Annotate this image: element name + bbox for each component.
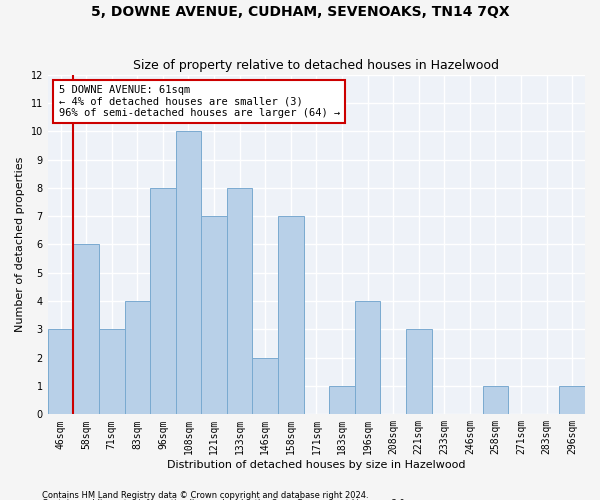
Text: Contains HM Land Registry data © Crown copyright and database right 2024.: Contains HM Land Registry data © Crown c… — [42, 490, 368, 500]
Bar — [253, 358, 278, 414]
Title: Size of property relative to detached houses in Hazelwood: Size of property relative to detached ho… — [133, 59, 499, 72]
Y-axis label: Number of detached properties: Number of detached properties — [15, 157, 25, 332]
Bar — [99, 330, 125, 414]
Bar — [201, 216, 227, 414]
X-axis label: Distribution of detached houses by size in Hazelwood: Distribution of detached houses by size … — [167, 460, 466, 470]
Bar — [227, 188, 253, 414]
Text: 5, DOWNE AVENUE, CUDHAM, SEVENOAKS, TN14 7QX: 5, DOWNE AVENUE, CUDHAM, SEVENOAKS, TN14… — [91, 5, 509, 19]
Bar — [48, 330, 73, 414]
Bar — [406, 330, 431, 414]
Bar — [278, 216, 304, 414]
Bar — [125, 301, 150, 414]
Bar — [355, 301, 380, 414]
Text: Contains public sector information licensed under the Open Government Licence v3: Contains public sector information licen… — [42, 499, 407, 500]
Bar — [329, 386, 355, 414]
Bar — [482, 386, 508, 414]
Bar — [150, 188, 176, 414]
Bar — [176, 131, 201, 414]
Bar — [559, 386, 585, 414]
Text: 5 DOWNE AVENUE: 61sqm
← 4% of detached houses are smaller (3)
96% of semi-detach: 5 DOWNE AVENUE: 61sqm ← 4% of detached h… — [59, 84, 340, 118]
Bar — [73, 244, 99, 414]
